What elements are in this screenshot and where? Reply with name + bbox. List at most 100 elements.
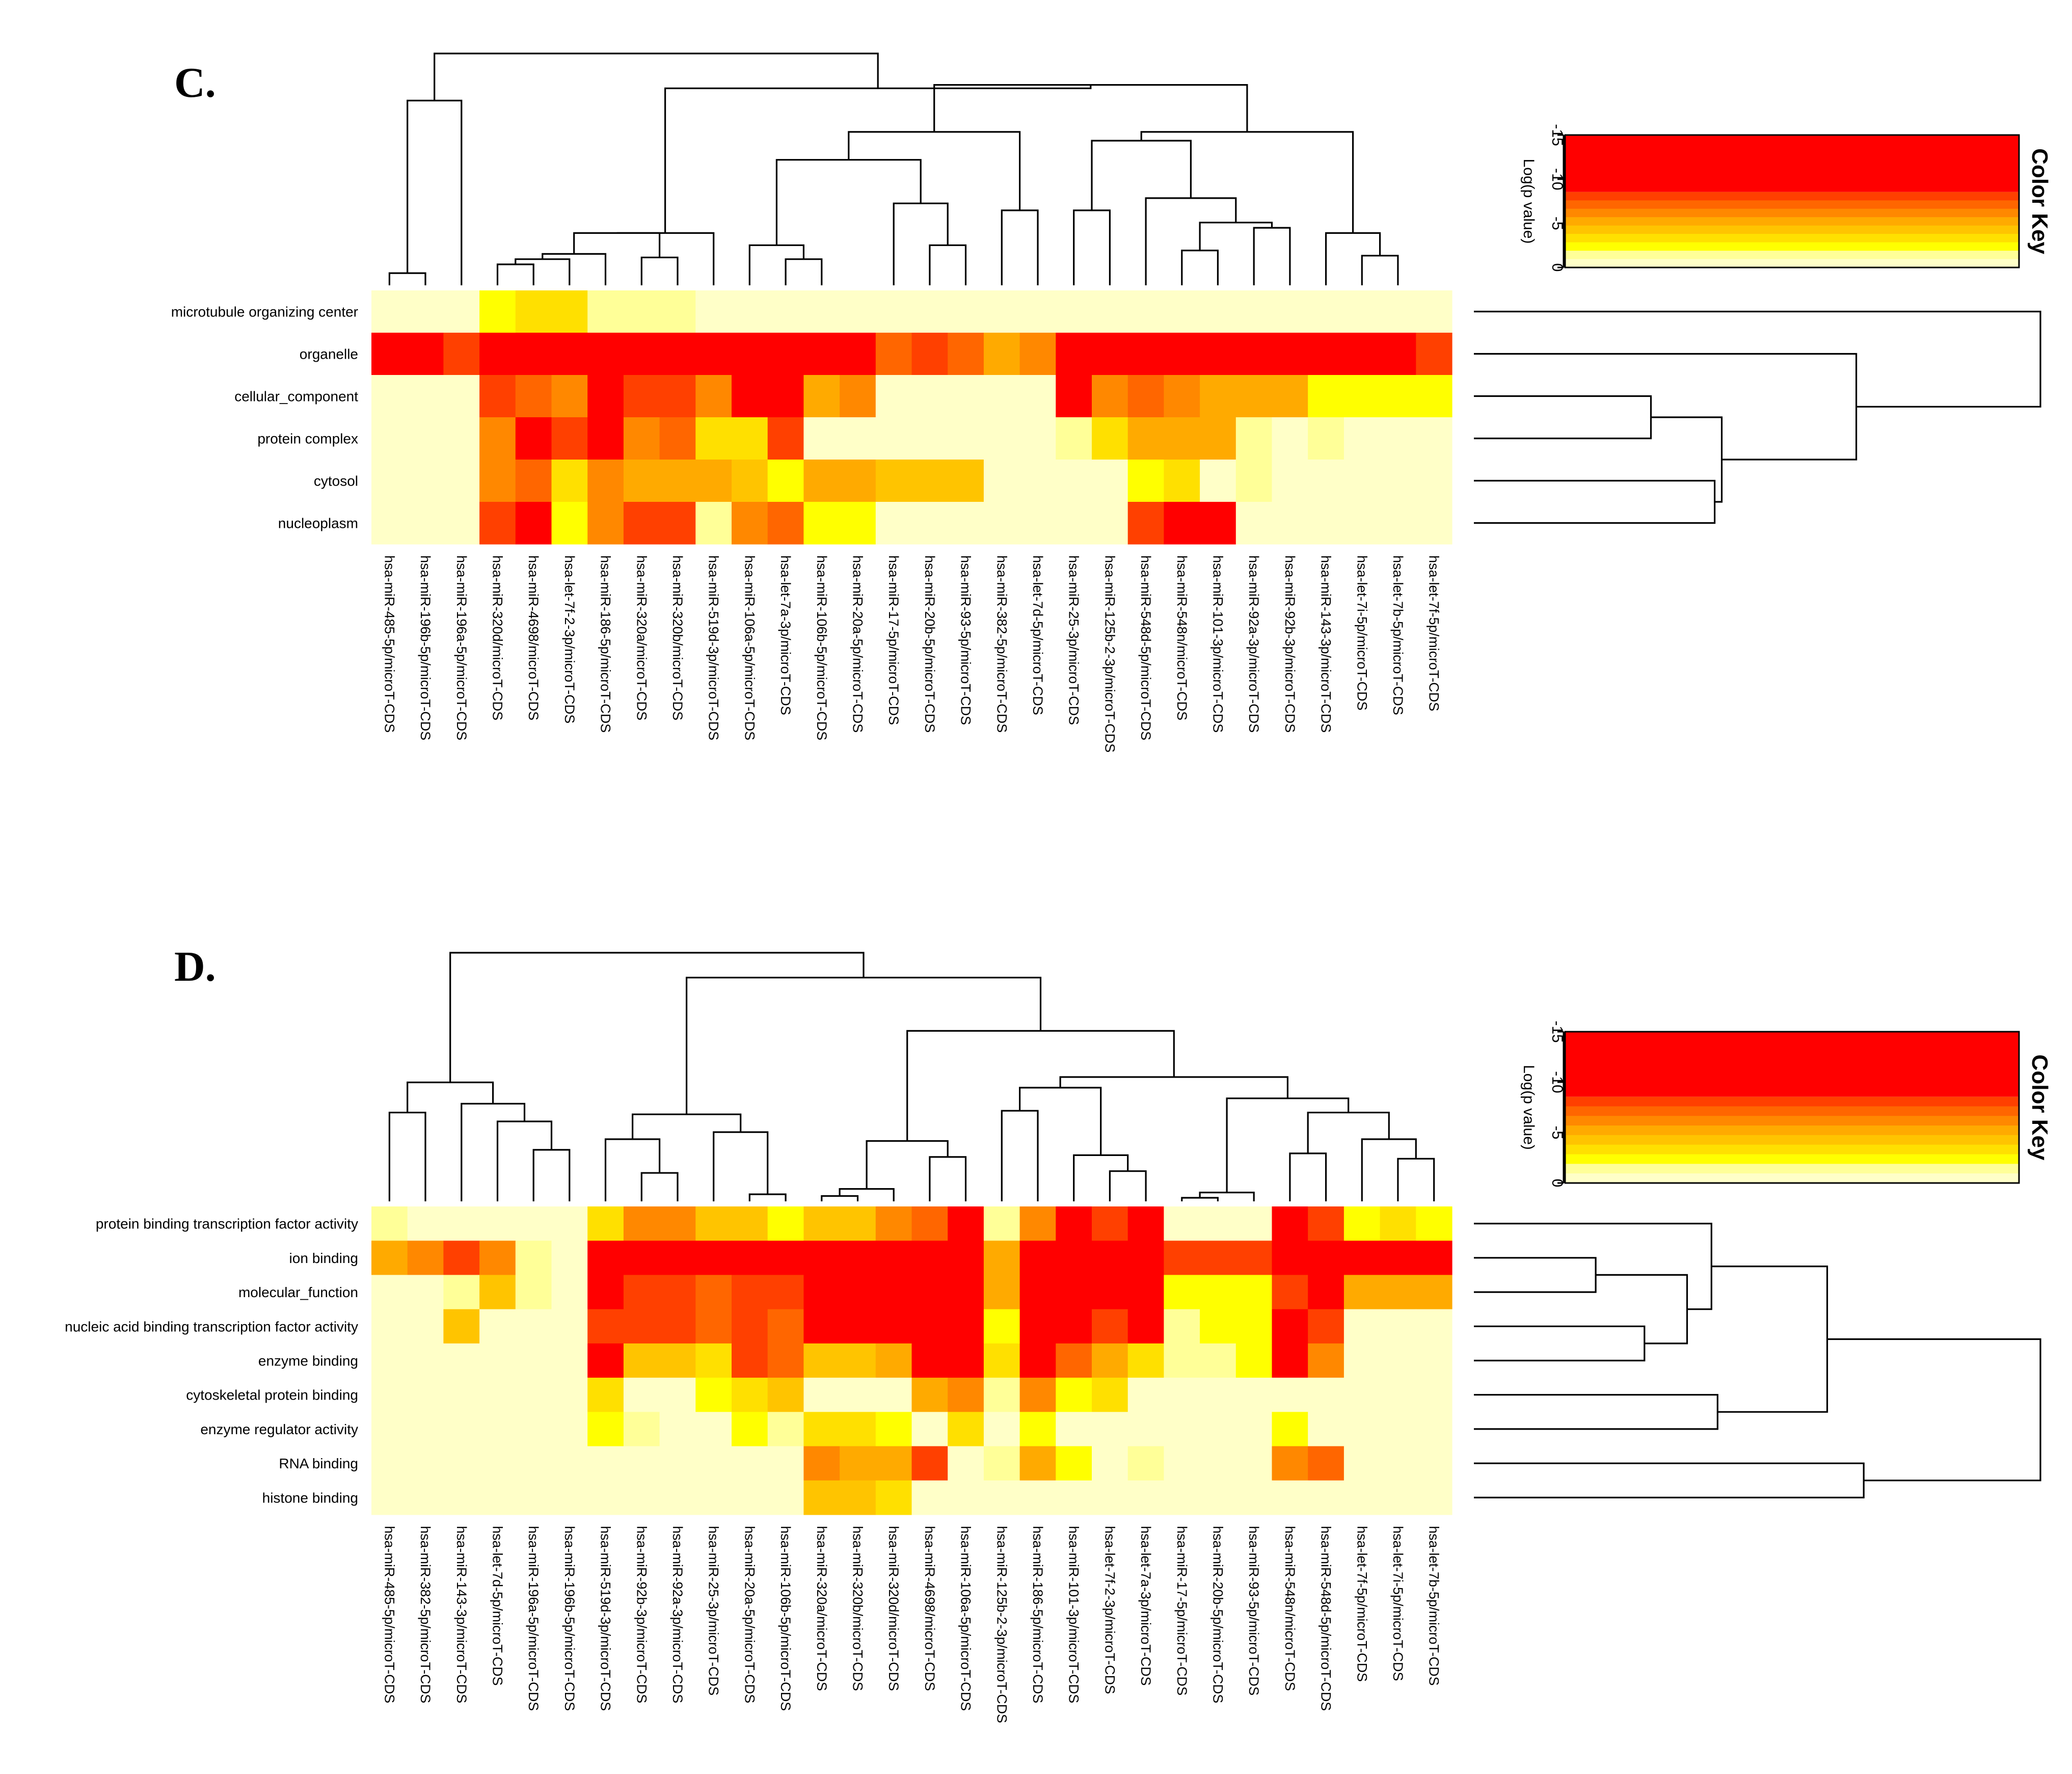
heatmap-cell: [732, 1241, 768, 1276]
heatmap-cell: [479, 460, 516, 502]
heatmap-cell: [803, 1241, 840, 1276]
heatmap-cell: [1092, 290, 1128, 333]
heatmap-cell: [1056, 375, 1092, 418]
heatmap-cell: [1092, 1412, 1128, 1447]
column-label: hsa-miR-548d-5p/microT-CDS: [1318, 1526, 1334, 1711]
heatmap-cell: [587, 1309, 624, 1344]
heatmap-cell: [371, 1309, 408, 1344]
heatmap-cell: [1019, 417, 1056, 460]
heatmap-cell: [803, 333, 840, 375]
heatmap-cell: [948, 1309, 984, 1344]
heatmap-cell: [695, 290, 732, 333]
heatmap-cell: [767, 1206, 804, 1241]
column-label: hsa-let-7d-5p/microT-CDS: [490, 1526, 505, 1686]
column-label: hsa-miR-106b-5p/microT-CDS: [778, 1526, 793, 1711]
heatmap-cell: [515, 1309, 552, 1344]
color-key-band: [1565, 208, 2019, 218]
heatmap-panel-c: microtubule organizing center organelle ce…: [171, 52, 2052, 752]
heatmap-cell: [443, 1309, 480, 1344]
heatmap-cell: [732, 1206, 768, 1241]
heatmap-cell: [875, 1275, 912, 1310]
heatmap-cell: [695, 460, 732, 502]
heatmap-cell: [623, 1275, 660, 1310]
heatmap-cell: [803, 1446, 840, 1481]
heatmap-cell: [732, 1343, 768, 1378]
heatmap-cell: [1235, 1412, 1273, 1447]
heatmap-cell: [587, 1241, 624, 1276]
heatmap-cell: [1380, 502, 1416, 545]
column-label: hsa-let-7f-5p/microT-CDS: [1427, 555, 1442, 711]
heatmap-cell: [695, 1343, 732, 1378]
heatmap-cell: [479, 1378, 516, 1412]
heatmap-cell: [1272, 460, 1308, 502]
heatmap-cell: [443, 1206, 480, 1241]
heatmap-cell: [1056, 333, 1092, 375]
column-label: hsa-miR-4698/microT-CDS: [526, 555, 541, 720]
column-label: hsa-let-7b-5p/microT-CDS: [1427, 1526, 1442, 1686]
heatmap-cell: [732, 1309, 768, 1344]
color-key-band: [1565, 1116, 2019, 1126]
heatmap-cell: [1308, 1446, 1344, 1481]
row-label: cellular_component: [234, 389, 358, 405]
heatmap-cell: [803, 1275, 840, 1310]
heatmap-cell: [803, 417, 840, 460]
heatmap-cell: [1272, 1480, 1308, 1515]
heatmap-cell: [1380, 1343, 1416, 1378]
heatmap-cell: [443, 1343, 480, 1378]
heatmap-cell: [732, 1412, 768, 1447]
heatmap-cell: [983, 333, 1020, 375]
column-label: hsa-miR-382-5p/microT-CDS: [418, 1526, 433, 1703]
heatmap-cell: [551, 375, 588, 418]
heatmap-cell: [1343, 1446, 1381, 1481]
heatmap-cell: [515, 1412, 552, 1447]
heatmap-cell: [1272, 1241, 1308, 1276]
heatmap-cell: [983, 1378, 1020, 1412]
heatmap-cell: [659, 1412, 696, 1447]
row-dendrogram-branch: [1827, 1338, 2041, 1482]
heatmap-cell: [1343, 1343, 1381, 1378]
column-label: hsa-miR-382-5p/microT-CDS: [994, 555, 1009, 733]
heatmap-cell: [551, 1309, 588, 1344]
heatmap-cell: [840, 1309, 876, 1344]
row-label: protein complex: [257, 431, 358, 447]
column-label: hsa-miR-92b-3p/microT-CDS: [1282, 555, 1298, 733]
heatmap-cell: [911, 1446, 948, 1481]
color-key-tick-label: 0: [1549, 263, 1566, 272]
heatmap-cell: [551, 1206, 588, 1241]
heatmap-cell: [1308, 460, 1344, 502]
heatmap-cell: [407, 375, 444, 418]
heatmap-cell: [1200, 1275, 1236, 1310]
heatmap-cell: [551, 290, 588, 333]
heatmap-cell: [911, 290, 948, 333]
heatmap-cell: [1164, 1378, 1200, 1412]
column-label: hsa-miR-320d/microT-CDS: [886, 1526, 901, 1691]
heatmap-cell: [1019, 1446, 1056, 1481]
heatmap-cell: [1308, 502, 1344, 545]
heatmap-cell: [1164, 417, 1200, 460]
heatmap-cell: [659, 1480, 696, 1515]
heatmap-cell: [1200, 333, 1236, 375]
heatmap-cell: [623, 1206, 660, 1241]
heatmap-cell: [1343, 375, 1381, 418]
heatmap-cell: [1056, 1412, 1092, 1447]
color-key-band: [1565, 217, 2019, 226]
color-key-title: Color Key: [2027, 148, 2052, 254]
heatmap-cell: [1380, 1412, 1416, 1447]
heatmap-cell: [840, 1206, 876, 1241]
heatmap-cell: [515, 333, 552, 375]
heatmap-cell: [515, 290, 552, 333]
column-label: hsa-miR-548n/microT-CDS: [1174, 555, 1190, 720]
heatmap-cell: [443, 417, 480, 460]
heatmap-cell: [659, 417, 696, 460]
heatmap-cell: [911, 1343, 948, 1378]
heatmap-cell: [371, 1480, 408, 1515]
heatmap-cell: [443, 290, 480, 333]
heatmap-cell: [1200, 502, 1236, 545]
heatmap-cell: [983, 1275, 1020, 1310]
column-label: hsa-miR-186-5p/microT-CDS: [598, 555, 613, 733]
heatmap-cell: [1235, 375, 1273, 418]
column-label: hsa-let-7b-5p/microT-CDS: [1390, 555, 1406, 715]
heatmap-cell: [1343, 333, 1381, 375]
heatmap-cell: [479, 1309, 516, 1344]
